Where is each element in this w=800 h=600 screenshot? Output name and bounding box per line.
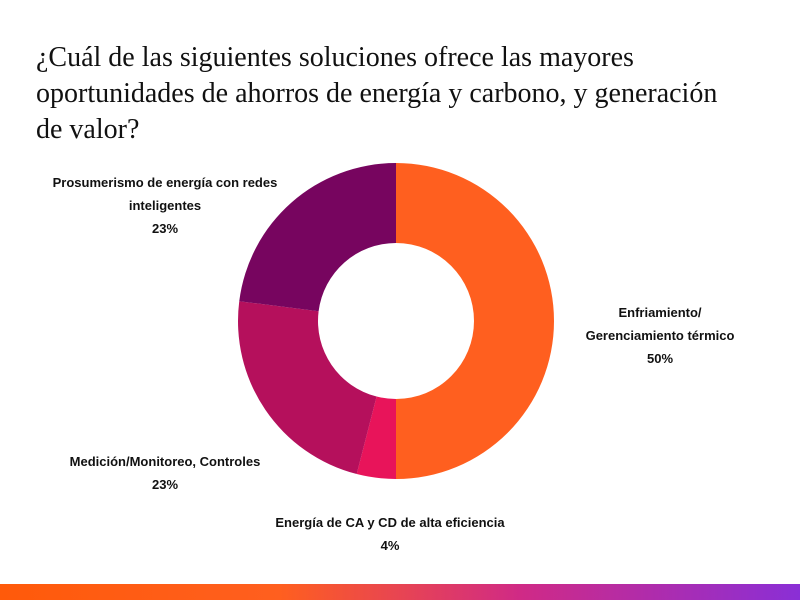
label-medicion-value: 23% — [151, 477, 179, 492]
slice-energia-ca-cd — [356, 396, 396, 479]
title-line-2: oportunidades de ahorros de energía y ca… — [36, 78, 718, 109]
page-title: ¿Cuál de las siguientes soluciones ofrec… — [36, 40, 776, 148]
slice-enfriamiento — [396, 163, 554, 479]
title-line-3: de valor? — [36, 114, 140, 145]
label-energia-ca-cd: Energía de CA y CD de alta eficiencia 4% — [240, 511, 540, 557]
title-line-1: ¿Cuál de las siguientes soluciones ofrec… — [36, 42, 634, 73]
label-prosumerismo-line-2: inteligentes — [128, 198, 202, 213]
label-prosumerismo-value: 23% — [151, 221, 179, 236]
label-prosumerismo-line-1: Prosumerismo de energía con redes — [52, 175, 278, 190]
slice-prosumerismo — [239, 163, 396, 312]
label-enfriamiento: Enfriamiento/ Gerenciamiento térmico 50% — [555, 301, 765, 370]
label-enfriamiento-line-1: Enfriamiento/ — [618, 305, 702, 320]
label-medicion: Medición/Monitoreo, Controles 23% — [30, 450, 300, 496]
label-energia-ca-cd-line-1: Energía de CA y CD de alta eficiencia — [275, 515, 505, 530]
label-medicion-line-1: Medición/Monitoreo, Controles — [69, 454, 261, 469]
label-enfriamiento-value: 50% — [646, 351, 674, 366]
footer-gradient-bar — [0, 584, 800, 600]
label-energia-ca-cd-value: 4% — [380, 538, 400, 553]
label-enfriamiento-line-2: Gerenciamiento térmico — [585, 328, 735, 343]
label-prosumerismo: Prosumerismo de energía con redes inteli… — [20, 171, 310, 240]
slice-medicion — [238, 301, 377, 475]
